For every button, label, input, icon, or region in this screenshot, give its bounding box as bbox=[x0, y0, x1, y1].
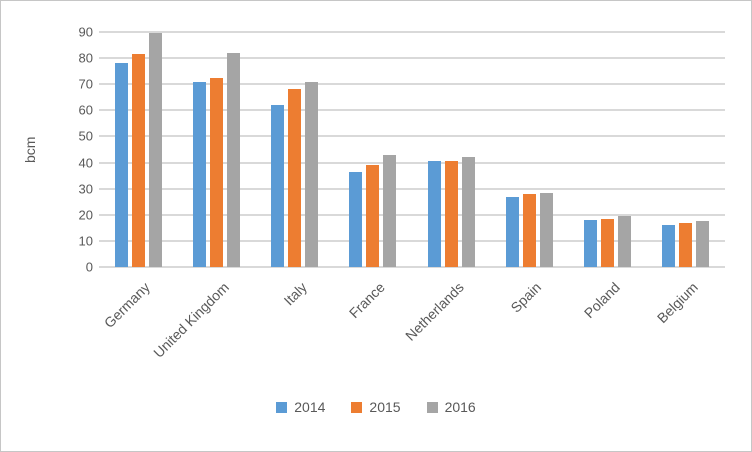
x-label-cell: Netherlands bbox=[402, 271, 490, 381]
y-tick-label: 0 bbox=[85, 259, 93, 275]
bar-2015 bbox=[288, 89, 302, 267]
legend-label: 2015 bbox=[369, 399, 401, 415]
gridline bbox=[99, 83, 725, 85]
bar-2016 bbox=[148, 33, 162, 267]
bar-2015 bbox=[601, 218, 615, 267]
legend-label: 2014 bbox=[294, 399, 326, 415]
gridline bbox=[99, 135, 725, 137]
legend-swatch-icon bbox=[351, 401, 363, 413]
gridline bbox=[99, 162, 725, 164]
y-tick-label: 80 bbox=[78, 50, 93, 66]
x-category-label: Netherlands bbox=[401, 279, 467, 344]
legend: 2014 2015 2016 bbox=[1, 399, 751, 415]
bar-2014 bbox=[271, 105, 285, 267]
x-label-cell: Italy bbox=[256, 271, 334, 381]
bar-group-germany bbox=[99, 32, 177, 267]
x-label-cell: Germany bbox=[99, 271, 177, 381]
bar-2016 bbox=[696, 221, 710, 267]
bar-2014 bbox=[427, 161, 441, 267]
x-label-cell: France bbox=[334, 271, 412, 381]
bar-groups bbox=[99, 32, 725, 267]
gridline bbox=[99, 214, 725, 216]
y-axis-title: bcm bbox=[22, 136, 38, 163]
bar-2016 bbox=[618, 216, 632, 267]
x-label-cell: Belgium bbox=[647, 271, 725, 381]
legend-item-2014: 2014 bbox=[276, 399, 325, 415]
bar-2015 bbox=[131, 54, 145, 267]
x-label-cell: United Kingdom bbox=[150, 271, 255, 381]
bar-group-france bbox=[334, 32, 412, 267]
y-tick-label: 30 bbox=[78, 181, 93, 197]
bar-2016 bbox=[383, 154, 397, 267]
y-tick-label: 90 bbox=[78, 24, 93, 40]
bar-2016 bbox=[305, 81, 319, 267]
bar-group-united-kingdom bbox=[177, 32, 255, 267]
legend-swatch-icon bbox=[276, 401, 288, 413]
bar-2016 bbox=[539, 192, 553, 267]
gridline bbox=[99, 266, 725, 268]
bar-2016 bbox=[461, 157, 475, 267]
bar-group-netherlands bbox=[412, 32, 490, 267]
legend-label: 2016 bbox=[444, 399, 476, 415]
bar-2015 bbox=[366, 165, 380, 267]
y-tick-label: 70 bbox=[78, 76, 93, 92]
x-category-label: Germany bbox=[101, 279, 154, 332]
bar-2014 bbox=[505, 196, 519, 267]
x-label-cell: Poland bbox=[569, 271, 647, 381]
legend-swatch-icon bbox=[426, 401, 438, 413]
y-tick-label: 50 bbox=[78, 128, 93, 144]
gridline bbox=[99, 31, 725, 33]
plot-area bbox=[99, 31, 725, 268]
bar-2015 bbox=[444, 161, 458, 267]
x-category-label: Belgium bbox=[654, 279, 702, 327]
bar-2014 bbox=[349, 171, 363, 267]
gridline bbox=[99, 57, 725, 59]
y-tick-label: 20 bbox=[78, 207, 93, 223]
bar-group-poland bbox=[569, 32, 647, 267]
y-tick-label: 40 bbox=[78, 155, 93, 171]
x-category-label: Italy bbox=[280, 279, 310, 309]
bar-2014 bbox=[662, 225, 676, 267]
y-tick-label: 10 bbox=[78, 233, 93, 249]
bar-2015 bbox=[209, 77, 223, 267]
bar-group-belgium bbox=[647, 32, 725, 267]
bar-2014 bbox=[114, 63, 128, 267]
legend-item-2016: 2016 bbox=[426, 399, 476, 415]
x-category-label: France bbox=[345, 279, 389, 322]
gridline bbox=[99, 188, 725, 190]
gridline bbox=[99, 109, 725, 111]
bar-group-spain bbox=[490, 32, 568, 267]
legend-item-2015: 2015 bbox=[351, 399, 401, 415]
y-tick-label: 60 bbox=[78, 102, 93, 118]
bar-group-italy bbox=[256, 32, 334, 267]
bar-2015 bbox=[522, 193, 536, 267]
x-category-label: Poland bbox=[580, 279, 623, 322]
x-axis-labels: Germany United Kingdom Italy France Netherla… bbox=[99, 271, 725, 381]
y-axis-ticks: 0 10 20 30 40 50 60 70 80 90 bbox=[49, 26, 93, 274]
x-category-label: Spain bbox=[507, 279, 545, 316]
gridline bbox=[99, 240, 725, 242]
bar-2014 bbox=[584, 220, 598, 267]
x-label-cell: Spain bbox=[490, 271, 568, 381]
bar-2014 bbox=[192, 81, 206, 267]
bar-2016 bbox=[226, 52, 240, 267]
bar-2015 bbox=[679, 222, 693, 267]
